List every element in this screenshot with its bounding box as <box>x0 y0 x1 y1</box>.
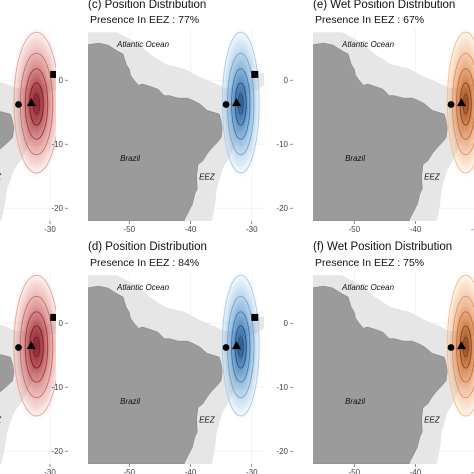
x-tick-label: -40 <box>410 468 422 474</box>
marker-circle <box>222 101 230 108</box>
density-fill <box>219 29 262 181</box>
label-brazil: Brazil <box>345 154 365 163</box>
marker-circle <box>15 344 22 351</box>
marker-square <box>251 313 259 321</box>
brazil-landmass <box>313 285 448 464</box>
marker-circle <box>447 101 455 108</box>
panel-c-subtitle: Presence In EEZ : 77% <box>90 14 200 26</box>
marker-triangle <box>231 341 241 350</box>
y-tick-label: 0 <box>59 76 64 85</box>
marker-triangle <box>26 98 36 107</box>
density-contour <box>446 31 474 174</box>
y-tick-label: -20 <box>51 204 63 213</box>
marker-triangle <box>26 341 36 350</box>
y-tick-label: -10 <box>276 383 288 392</box>
density-contour <box>456 311 474 383</box>
y-tick-label: 0 <box>284 76 289 85</box>
y-tick-label: -10 <box>51 140 63 149</box>
label-atlantic-ocean: Atlantic Ocean <box>116 40 170 49</box>
label-eez: EEZ <box>424 172 441 181</box>
x-tick-label: -30 <box>246 225 258 234</box>
label-atlantic-ocean: Atlantic Ocean <box>116 283 170 292</box>
marker-circle <box>222 344 230 351</box>
x-tick-label: -50 <box>348 468 360 474</box>
x-tick-label: -30 <box>44 225 56 234</box>
panel-d-title: (d) Position Distribution <box>88 241 207 253</box>
y-tick-label: -10 <box>51 383 63 392</box>
density-contour <box>24 68 49 140</box>
brazil-landmass <box>0 354 15 393</box>
density-contour <box>231 68 251 140</box>
label-eez: EEZ <box>199 172 216 181</box>
density-contour <box>231 311 251 383</box>
x-tick-label: -30 <box>44 468 56 474</box>
x-tick-label: -40 <box>410 225 422 234</box>
marker-square <box>50 70 56 78</box>
density-contour <box>24 311 49 383</box>
x-tick-label: -50 <box>123 225 135 234</box>
density-contour <box>13 31 56 174</box>
marker-triangle <box>456 341 466 350</box>
panel-c: Atlantic Ocean Brazil EEZ -50 -40 -30 0 -10 -20 <box>51 29 264 234</box>
panel-d-subtitle: Presence In EEZ : 84% <box>90 257 200 269</box>
density-contour <box>221 274 260 417</box>
density-contour <box>13 274 56 417</box>
x-tick-label: -40 <box>185 225 197 234</box>
label-atlantic-ocean: Atlantic Ocean <box>341 40 395 49</box>
panel-f-subtitle: Presence In EEZ : 75% <box>315 257 425 269</box>
panel-c-title: (c) Position Distribution <box>88 0 207 11</box>
brazil-landmass <box>88 285 223 464</box>
y-tick-label: 0 <box>284 319 289 328</box>
marker-triangle <box>456 98 466 107</box>
x-tick-label: -40 <box>185 468 197 474</box>
label-brazil: Brazil <box>120 397 140 406</box>
y-tick-label: -20 <box>51 447 63 456</box>
density-contour <box>221 31 260 174</box>
brazil-landmass <box>0 111 15 150</box>
y-tick-label: -20 <box>276 447 288 456</box>
y-tick-label: 0 <box>59 319 64 328</box>
label-brazil: Brazil <box>120 154 140 163</box>
density-contour <box>446 274 474 417</box>
label-atlantic-ocean: Atlantic Ocean <box>341 283 395 292</box>
label-eez: EEZ <box>424 415 441 424</box>
x-tick-label: -30 <box>471 468 474 474</box>
panel-e-subtitle: Presence In EEZ : 67% <box>315 14 425 26</box>
x-tick-label: -30 <box>246 468 258 474</box>
y-tick-label: -20 <box>276 204 288 213</box>
panel-e: Atlantic Ocean Brazil EEZ -50 -40 -30 0 -10 -20 <box>276 29 474 234</box>
panel-d: Atlantic Ocean Brazil EEZ -50 -40 -30 0 -10 -20 <box>51 272 264 474</box>
panel-e-title: (e) Wet Position Distribution <box>313 0 456 11</box>
panel-f: Atlantic Ocean Brazil EEZ -50 -40 -30 0 -10 -20 <box>276 272 474 474</box>
marker-circle <box>15 101 22 108</box>
marker-triangle <box>231 98 241 107</box>
label-brazil: Brazil <box>345 397 365 406</box>
y-tick-label: -10 <box>276 140 288 149</box>
marker-square <box>251 70 259 78</box>
x-tick-label: -50 <box>123 468 135 474</box>
brazil-landmass <box>88 42 223 221</box>
marker-circle <box>447 344 455 351</box>
x-tick-label: -50 <box>348 225 360 234</box>
x-tick-label: -30 <box>471 225 474 234</box>
density-contour <box>456 68 474 140</box>
label-eez: EEZ <box>199 415 216 424</box>
brazil-landmass <box>313 42 448 221</box>
marker-square <box>50 313 56 321</box>
density-fill <box>219 272 262 424</box>
panel-f-title: (f) Wet Position Distribution <box>313 241 453 253</box>
